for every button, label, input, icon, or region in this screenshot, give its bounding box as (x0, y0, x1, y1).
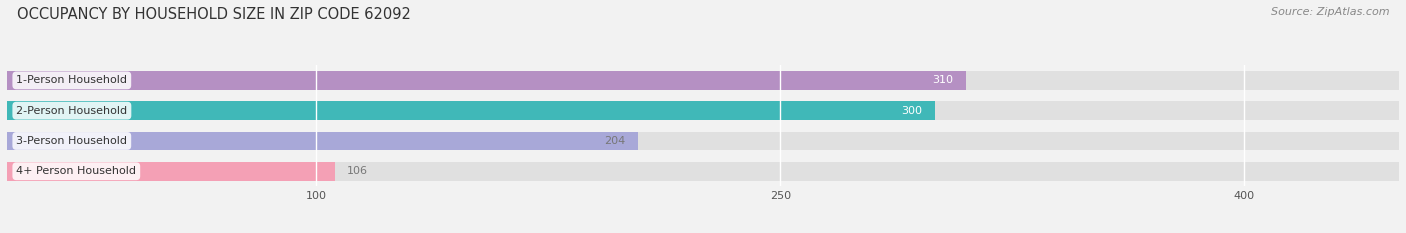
Text: Source: ZipAtlas.com: Source: ZipAtlas.com (1271, 7, 1389, 17)
Text: 310: 310 (932, 75, 953, 85)
Bar (7, 101, 1399, 120)
Bar (7, 71, 966, 90)
Text: 204: 204 (605, 136, 626, 146)
Text: 4+ Person Household: 4+ Person Household (17, 166, 136, 176)
Bar (7, 162, 1399, 181)
Text: 106: 106 (347, 166, 368, 176)
Text: 300: 300 (901, 106, 922, 116)
Bar (7, 101, 935, 120)
Text: 3-Person Household: 3-Person Household (17, 136, 128, 146)
Bar (7, 162, 335, 181)
Bar (7, 71, 1399, 90)
Text: 2-Person Household: 2-Person Household (17, 106, 128, 116)
Bar (7, 132, 638, 150)
Bar (7, 132, 1399, 150)
Text: 1-Person Household: 1-Person Household (17, 75, 128, 85)
Text: OCCUPANCY BY HOUSEHOLD SIZE IN ZIP CODE 62092: OCCUPANCY BY HOUSEHOLD SIZE IN ZIP CODE … (17, 7, 411, 22)
